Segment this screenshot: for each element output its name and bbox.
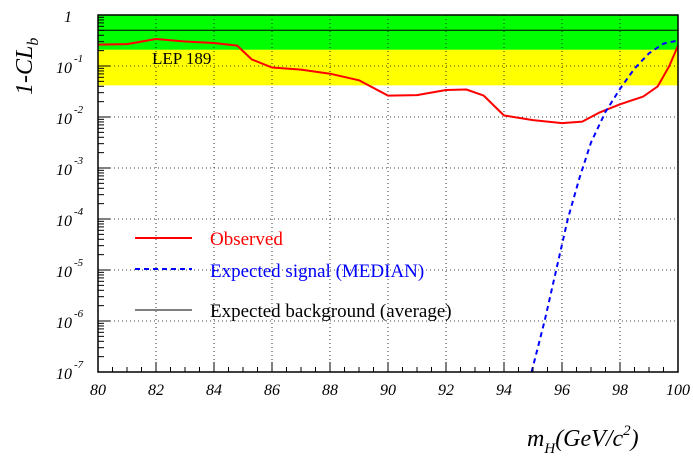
y-tick-exp--3: -3 xyxy=(74,155,84,167)
x-tick-label-84: 84 xyxy=(206,382,222,399)
x-tick-label-88: 88 xyxy=(322,382,338,399)
y-axis-title: 1-CLb xyxy=(12,38,42,95)
grid xyxy=(98,15,678,372)
legend-observed-initial: O xyxy=(210,229,224,250)
axis-ticks xyxy=(97,14,679,373)
series-line-0 xyxy=(97,38,679,125)
x-tick-label-80: 80 xyxy=(90,382,106,399)
y-tick-label--1: 10 xyxy=(56,60,72,77)
x-axis-title-sub: H xyxy=(543,441,556,457)
confidence-bands xyxy=(98,15,678,86)
y-axis-title-sub: b xyxy=(25,38,42,46)
x-tick-label-82: 82 xyxy=(148,382,164,399)
y-axis-title-main: 1-CL xyxy=(12,46,38,95)
x-axis-title-unit: (GeV/c xyxy=(555,426,623,452)
legend-background-label: Expected background (average) xyxy=(210,301,452,322)
x-tick-label-96: 96 xyxy=(554,382,570,399)
x-tick-label-94: 94 xyxy=(496,382,512,399)
y-tick-exp--2: -2 xyxy=(74,104,84,116)
chart-annotation: LEP 189 xyxy=(152,49,211,68)
x-tick-label-98: 98 xyxy=(612,382,628,399)
y-tick-exp--5: -5 xyxy=(74,257,84,269)
y-tick-label--3: 10 xyxy=(56,162,72,179)
x-tick-label-100: 100 xyxy=(666,382,690,399)
x-axis-title-main: m xyxy=(527,426,544,452)
y-tick-label-0: 1 xyxy=(64,9,72,26)
x-axis-title: mH(GeV/c2) xyxy=(527,423,639,457)
y-tick-exp--6: -6 xyxy=(74,308,84,320)
series-layer xyxy=(97,29,679,373)
y-tick-labels: 110-110-210-310-410-510-610-7 xyxy=(56,9,84,383)
x-tick-label-92: 92 xyxy=(438,382,454,399)
y-tick-label--5: 10 xyxy=(56,264,72,281)
legend-observed-rest: bserved xyxy=(224,229,284,250)
y-tick-label--6: 10 xyxy=(56,315,72,332)
x-axis-title-unit-close: ) xyxy=(629,426,639,452)
legend-observed-label: Observed xyxy=(210,229,283,250)
series-line-1 xyxy=(530,39,679,373)
x-axis-title-unit-sup: 2 xyxy=(623,423,631,439)
x-tick-label-86: 86 xyxy=(264,382,280,399)
y-tick-label--7: 10 xyxy=(56,366,72,383)
x-tick-labels: 80 82 84 86 88 90 92 94 96 98 100 xyxy=(90,382,690,399)
band-1-sigma xyxy=(98,15,678,50)
x-tick-label-90: 90 xyxy=(380,382,396,399)
y-tick-label--4: 10 xyxy=(56,213,72,230)
legend-signal-label: Expected signal (MEDIAN) xyxy=(210,261,424,282)
y-tick-exp--1: -1 xyxy=(74,53,83,65)
legend: Observed Expected signal (MEDIAN) Expect… xyxy=(135,229,452,322)
y-tick-label--2: 10 xyxy=(56,111,72,128)
y-tick-exp--4: -4 xyxy=(74,206,84,218)
y-tick-exp--7: -7 xyxy=(74,359,84,371)
